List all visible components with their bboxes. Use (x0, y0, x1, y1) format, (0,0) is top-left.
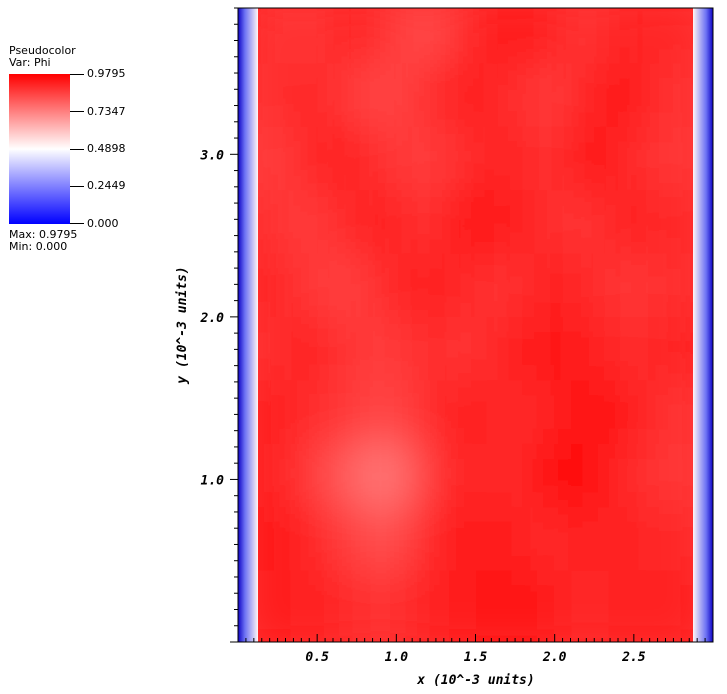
y-axis: 1.0 2.0 3.0 (200, 7, 238, 643)
y-tick-label: 2.0 (200, 311, 225, 326)
right-wall-band (693, 8, 713, 642)
legend-tick-label: 0.2449 (87, 179, 126, 192)
x-axis: 0.5 1.0 1.5 2.0 2.5 (237, 634, 714, 665)
legend-tick-mark (70, 111, 84, 112)
legend-tick-mark (70, 74, 84, 75)
legend: Pseudocolor Var: Phi 0.9795 0.7347 0.489… (0, 0, 200, 260)
y-axis-title: y (10^-3 units) (175, 266, 190, 384)
heatmap-field (238, 8, 713, 642)
legend-tick-mark (70, 223, 84, 224)
legend-max: Max: 0.9795 (9, 228, 78, 241)
legend-tick-label: 0.000 (87, 217, 119, 230)
legend-tick-label: 0.9795 (87, 67, 126, 80)
x-tick-label: 2.5 (621, 650, 646, 665)
legend-tick-label: 0.7347 (87, 105, 126, 118)
legend-tick-label: 0.4898 (87, 142, 126, 155)
heatmap-edges (238, 8, 713, 642)
colorbar (9, 74, 70, 224)
legend-min: Min: 0.000 (9, 240, 68, 253)
y-tick-label: 1.0 (201, 473, 225, 488)
x-tick-label: 1.5 (464, 650, 488, 665)
x-axis-title: x (10^-3 units) (416, 673, 534, 688)
x-tick-label: 2.0 (542, 650, 567, 665)
y-tick-label: 3.0 (200, 148, 225, 163)
legend-title: Pseudocolor (9, 44, 76, 57)
x-tick-label: 1.0 (385, 650, 409, 665)
x-tick-label: 0.5 (305, 650, 329, 665)
left-wall-band (238, 8, 258, 642)
legend-var: Var: Phi (9, 56, 51, 69)
legend-tick-mark (70, 149, 84, 150)
legend-tick-mark (70, 186, 84, 187)
